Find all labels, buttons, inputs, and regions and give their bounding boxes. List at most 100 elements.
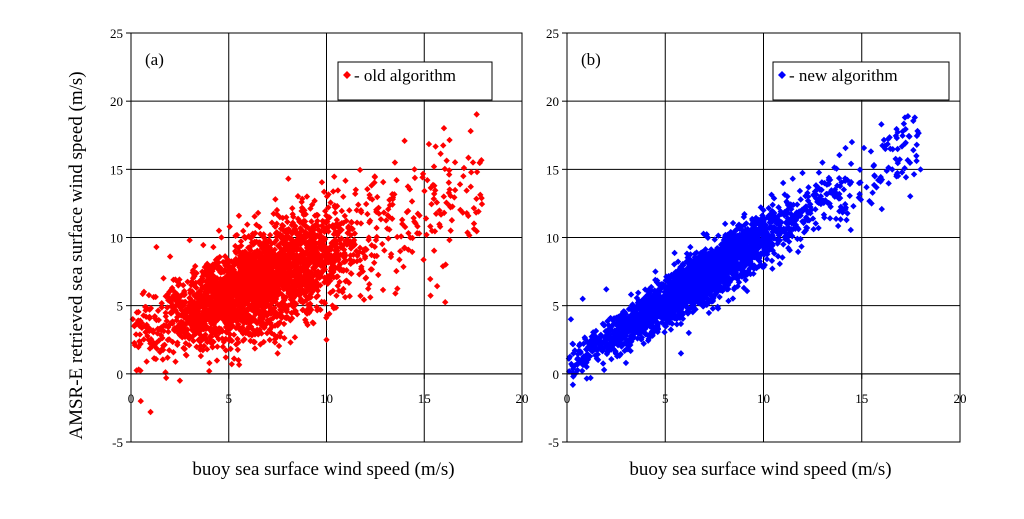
panel-a-scatter-point (427, 292, 434, 299)
panel-a-scatter-point (310, 264, 317, 271)
panel-a-scatter-point (415, 230, 423, 237)
panel-a-scatter-point (368, 182, 375, 189)
panel-a-scatter-point (280, 285, 288, 293)
panel-a-scatter-point (287, 268, 294, 276)
panel-a-scatter-point (140, 312, 147, 319)
panel-a-scatter-point (216, 304, 224, 311)
panel-a-scatter-point (199, 277, 206, 285)
panel-a-scatter-point (146, 313, 153, 320)
panel-a-scatter-point (165, 297, 172, 304)
panel-a-scatter-point (192, 279, 199, 286)
panel-a-y-tick-label: 20 (110, 94, 123, 109)
panel-a-scatter-point (274, 242, 282, 249)
panel-a-scatter-point (210, 329, 217, 336)
panel-a-scatter-point (314, 292, 321, 300)
panel-a-scatter-point (325, 191, 332, 198)
panel-a-scatter-point (421, 187, 428, 195)
panel-a-scatter-point (176, 280, 183, 288)
panel-a-scatter-point (315, 259, 322, 266)
panel-a-scatter-point (433, 199, 441, 206)
panel-a-scatter-point (285, 233, 292, 240)
panel-a-scatter-point (176, 276, 183, 283)
panel-a-scatter-point (258, 322, 265, 329)
panel-a-scatter-point (303, 249, 310, 257)
panel-a-scatter-point (193, 269, 200, 277)
panel-a-scatter-point (375, 210, 383, 217)
panel-a-scatter-point (271, 339, 279, 346)
panel-a-scatter-point (167, 310, 175, 317)
panel-a-scatter-point (367, 294, 374, 301)
panel-a-x-tick-label: 20 (516, 391, 529, 406)
panel-a-y-tick-label: 0 (117, 367, 124, 382)
panel-a-scatter-point (162, 369, 169, 376)
panel-b-scatter-point (810, 226, 817, 233)
panel-a-scatter-point (294, 276, 301, 284)
panel-a-legend: - old algorithm (337, 61, 493, 101)
panel-a-scatter-point (387, 250, 395, 258)
panel-a-scatter-point (208, 285, 215, 293)
panel-a-scatter-point (287, 339, 294, 346)
panel-a-scatter-point (382, 217, 390, 224)
panel-a-scatter-point (398, 216, 406, 224)
panel-a-scatter-point (244, 298, 251, 305)
panel-a-scatter-point (323, 336, 330, 343)
panel-a-scatter-point (199, 268, 206, 275)
panel-a-scatter-point (221, 266, 229, 273)
panel-a-scatter-point (176, 377, 184, 384)
panel-a-scatter-point (384, 225, 391, 232)
panel-a-scatter-point (259, 304, 267, 312)
panel-a-scatter-point (248, 301, 256, 308)
panel-a-scatter-point (348, 270, 355, 277)
panel-a-scatter-point (244, 221, 251, 228)
panel-a-scatter-point (409, 248, 416, 256)
panel-a-scatter-point (168, 284, 176, 292)
panel-b-scatter-point (907, 193, 914, 200)
panel-a-scatter-point (308, 257, 315, 265)
panel-a-scatter-point (249, 285, 257, 292)
panel-a-scatter-point (274, 333, 281, 340)
panel-a-scatter-point (235, 361, 243, 368)
panel-a-scatter-point (422, 215, 430, 222)
panel-a-scatter-point (377, 216, 385, 223)
panel-a-scatter-point (209, 304, 216, 312)
panel-a-points (129, 111, 486, 416)
panel-a-scatter-point (333, 220, 340, 227)
panel-a-scatter-point (275, 278, 282, 286)
panel-a-scatter-point (266, 231, 274, 239)
panel-a-scatter-point (262, 271, 269, 279)
panel-a-scatter-point (337, 240, 345, 248)
panel-a-scatter-point (477, 191, 484, 199)
panel-a-scatter-point (419, 170, 427, 178)
panel-a-scatter-point (340, 246, 348, 253)
panel-a-scatter-point (340, 193, 347, 200)
panel-a-scatter-point (229, 281, 237, 288)
panel-a-y-axis-label: AMSR-E retrieved sea surface wind speed … (66, 71, 87, 439)
panel-b-scatter-point (917, 166, 924, 173)
panel-b-scatter-point (805, 184, 812, 191)
panel-a-scatter-point (469, 159, 477, 166)
panel-a-scatter-point (361, 254, 369, 262)
panel-a-scatter-point (176, 300, 184, 308)
panel-a-scatter-point (342, 258, 349, 265)
panel-a-y-tick-label: 10 (110, 231, 123, 246)
panel-a-scatter-point (355, 201, 362, 208)
panel-a-scatter-point (282, 306, 289, 313)
panel-a-scatter-point (180, 308, 188, 316)
panel-a-scatter-point (345, 224, 352, 232)
panel-a-scatter-point (164, 290, 172, 298)
panel-a-scatter-point (218, 234, 225, 241)
panel-a-scatter-point (235, 256, 242, 264)
panel-b-scatter-point (847, 226, 854, 234)
panel-a-scatter-point (245, 331, 253, 338)
panel-a-scatter-point (293, 246, 301, 253)
panel-a-scatter-point (385, 206, 392, 213)
panel-a-scatter-point (360, 296, 368, 303)
panel-a-scatter-point (386, 226, 393, 233)
panel-a-scatter-point (187, 321, 195, 329)
panel-a-scatter-point (153, 243, 160, 251)
panel-a-scatter-point (375, 271, 382, 279)
panel-a-scatter-point (137, 397, 144, 405)
panel-a-scatter-point (348, 218, 355, 226)
panel-a-scatter-point (191, 292, 198, 299)
panel-a-scatter-point (372, 236, 380, 244)
